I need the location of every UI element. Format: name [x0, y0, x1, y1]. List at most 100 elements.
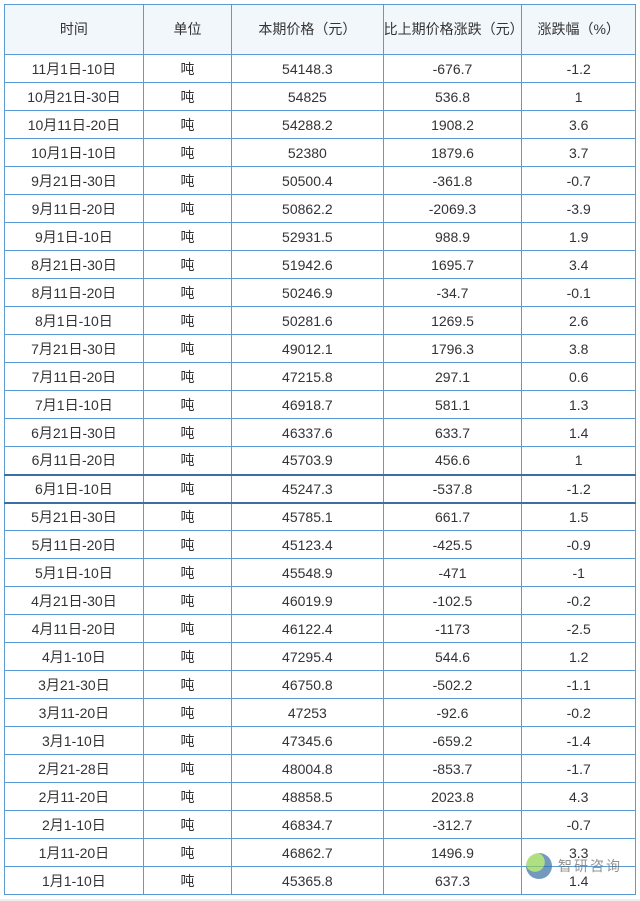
- cell: 8月1日-10日: [5, 307, 144, 335]
- cell: 吨: [143, 475, 231, 503]
- table-row: 8月21日-30日吨51942.61695.73.4: [5, 251, 636, 279]
- cell: 54825: [232, 83, 383, 111]
- col-header-4: 涨跌幅（%）: [522, 5, 636, 55]
- cell: 吨: [143, 251, 231, 279]
- cell: 吨: [143, 111, 231, 139]
- cell: 吨: [143, 195, 231, 223]
- cell: 2023.8: [383, 783, 522, 811]
- cell: 49012.1: [232, 335, 383, 363]
- cell: 46834.7: [232, 811, 383, 839]
- cell: 3.8: [522, 335, 636, 363]
- cell: 吨: [143, 531, 231, 559]
- cell: 52380: [232, 139, 383, 167]
- table-row: 1月11-20日吨46862.71496.93.3: [5, 839, 636, 867]
- cell: 51942.6: [232, 251, 383, 279]
- cell: -34.7: [383, 279, 522, 307]
- cell: -312.7: [383, 811, 522, 839]
- cell: 46918.7: [232, 391, 383, 419]
- cell: 3.3: [522, 839, 636, 867]
- cell: -2.5: [522, 615, 636, 643]
- cell: 6月11日-20日: [5, 447, 144, 475]
- cell: 8月11日-20日: [5, 279, 144, 307]
- cell: -0.9: [522, 531, 636, 559]
- cell: 48004.8: [232, 755, 383, 783]
- cell: 297.1: [383, 363, 522, 391]
- table-header-row: 时间单位本期价格（元）比上期价格涨跌（元）涨跌幅（%）: [5, 5, 636, 55]
- cell: 46019.9: [232, 587, 383, 615]
- cell: 1496.9: [383, 839, 522, 867]
- cell: -502.2: [383, 671, 522, 699]
- cell: -676.7: [383, 55, 522, 83]
- cell: 吨: [143, 447, 231, 475]
- cell: 1908.2: [383, 111, 522, 139]
- cell: 9月1日-10日: [5, 223, 144, 251]
- table-row: 3月1-10日吨47345.6-659.2-1.4: [5, 727, 636, 755]
- cell: 4月11日-20日: [5, 615, 144, 643]
- table-row: 5月11日-20日吨45123.4-425.5-0.9: [5, 531, 636, 559]
- cell: 吨: [143, 335, 231, 363]
- cell: 吨: [143, 139, 231, 167]
- cell: -0.7: [522, 811, 636, 839]
- cell: -1.7: [522, 755, 636, 783]
- cell: 3.7: [522, 139, 636, 167]
- table-row: 6月11日-20日吨45703.9456.61: [5, 447, 636, 475]
- cell: 54288.2: [232, 111, 383, 139]
- cell: 吨: [143, 503, 231, 531]
- cell: 10月11日-20日: [5, 111, 144, 139]
- cell: 1269.5: [383, 307, 522, 335]
- table-body: 11月1日-10日吨54148.3-676.7-1.210月21日-30日吨54…: [5, 55, 636, 895]
- cell: 1月1-10日: [5, 867, 144, 895]
- cell: 2月1-10日: [5, 811, 144, 839]
- cell: 3.6: [522, 111, 636, 139]
- table-row: 9月11日-20日吨50862.2-2069.3-3.9: [5, 195, 636, 223]
- cell: 吨: [143, 363, 231, 391]
- cell: 吨: [143, 587, 231, 615]
- cell: 吨: [143, 419, 231, 447]
- cell: 吨: [143, 223, 231, 251]
- cell: -537.8: [383, 475, 522, 503]
- cell: 1.5: [522, 503, 636, 531]
- table-row: 8月1日-10日吨50281.61269.52.6: [5, 307, 636, 335]
- cell: 7月21日-30日: [5, 335, 144, 363]
- cell: 11月1日-10日: [5, 55, 144, 83]
- cell: 吨: [143, 867, 231, 895]
- cell: -1.1: [522, 671, 636, 699]
- cell: 45123.4: [232, 531, 383, 559]
- cell: 7月11日-20日: [5, 363, 144, 391]
- cell: 5月21日-30日: [5, 503, 144, 531]
- cell: -425.5: [383, 531, 522, 559]
- cell: 吨: [143, 643, 231, 671]
- cell: 988.9: [383, 223, 522, 251]
- cell: -1.2: [522, 55, 636, 83]
- cell: 1.4: [522, 419, 636, 447]
- cell: 633.7: [383, 419, 522, 447]
- table-row: 7月21日-30日吨49012.11796.33.8: [5, 335, 636, 363]
- cell: 吨: [143, 307, 231, 335]
- cell: 456.6: [383, 447, 522, 475]
- col-header-2: 本期价格（元）: [232, 5, 383, 55]
- table-row: 4月11日-20日吨46122.4-1173-2.5: [5, 615, 636, 643]
- cell: 47345.6: [232, 727, 383, 755]
- cell: 吨: [143, 167, 231, 195]
- cell: 661.7: [383, 503, 522, 531]
- cell: 1: [522, 447, 636, 475]
- col-header-1: 单位: [143, 5, 231, 55]
- col-header-0: 时间: [5, 5, 144, 55]
- cell: 4月1-10日: [5, 643, 144, 671]
- cell: 吨: [143, 671, 231, 699]
- cell: 1.4: [522, 867, 636, 895]
- cell: 1.9: [522, 223, 636, 251]
- table-row: 2月21-28日吨48004.8-853.7-1.7: [5, 755, 636, 783]
- cell: 1: [522, 83, 636, 111]
- cell: -853.7: [383, 755, 522, 783]
- cell: 46750.8: [232, 671, 383, 699]
- cell: 吨: [143, 55, 231, 83]
- cell: 46337.6: [232, 419, 383, 447]
- cell: 3月1-10日: [5, 727, 144, 755]
- cell: 7月1日-10日: [5, 391, 144, 419]
- cell: 10月1日-10日: [5, 139, 144, 167]
- cell: 1.2: [522, 643, 636, 671]
- cell: 吨: [143, 391, 231, 419]
- cell: 4月21日-30日: [5, 587, 144, 615]
- cell: 50500.4: [232, 167, 383, 195]
